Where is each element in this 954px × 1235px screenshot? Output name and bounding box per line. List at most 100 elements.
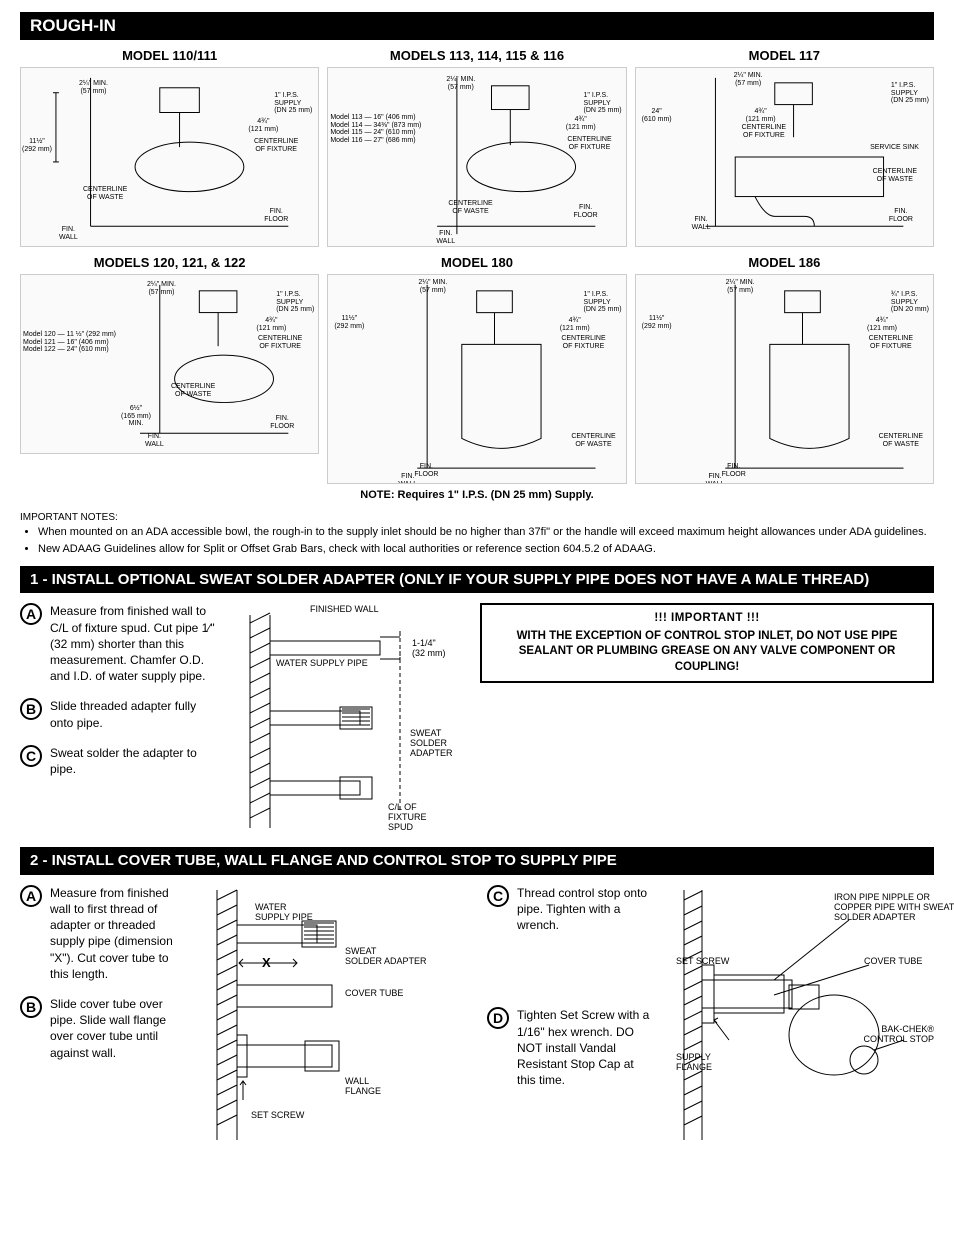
model-186-title: MODEL 186 [635, 255, 934, 270]
model-180-title: MODEL 180 [327, 255, 626, 270]
lbl-ff: FIN. FLOOR [264, 208, 288, 223]
lbl-ipn: IRON PIPE NIPPLE OR COPPER PIPE WITH SWE… [834, 893, 954, 923]
lbl-ssa: SWEAT SOLDER ADAPTER [410, 729, 453, 759]
lbl-finwall: FINISHED WALL [310, 605, 379, 615]
step-1a-text: Measure from finished wall to C/L of fix… [50, 603, 220, 684]
step-2-left-steps: A Measure from finished wall to first th… [20, 885, 187, 1075]
step-1-row: A Measure from finished wall to C/L of f… [20, 603, 934, 833]
lbl-ct: COVER TUBE [345, 989, 403, 999]
section-rough-in: ROUGH-IN [20, 12, 934, 40]
lbl-left: 24" (610 mm) [642, 108, 672, 123]
lbl-ssa2: SWEAT SOLDER ADAPTER [345, 947, 427, 967]
lbl-clfix: CENTERLINE OF FIXTURE [567, 136, 611, 151]
step-1-diagram: FINISHED WALL WATER SUPPLY PIPE 1-1/4" (… [240, 603, 460, 833]
step-2d: D Tighten Set Screw with a 1/16" hex wre… [487, 1007, 654, 1088]
step-2b: B Slide cover tube over pipe. Slide wall… [20, 996, 187, 1061]
lbl-min: 2¼" MIN. (57 mm) [734, 72, 763, 87]
lbl-ct2: COVER TUBE [864, 957, 922, 967]
lbl-clw: CENTERLINE OF WASTE [873, 168, 917, 183]
lbl-min: 2¼" MIN. (57 mm) [79, 80, 108, 95]
lbl-min: 2¼" MIN. (57 mm) [418, 279, 447, 294]
step-2a-text: Measure from finished wall to first thre… [50, 885, 187, 982]
lbl-list: Model 120 — 11 ½" (292 mm) Model 121 — 1… [23, 331, 116, 354]
model-110: MODEL 110/111 2¼" MIN. (57 mm) 1" I.P.S.… [20, 48, 319, 247]
model-186-diagram: 2¼" MIN. (57 mm) ¾" I.P.S. SUPPLY (DN 20… [635, 274, 934, 484]
lbl-wsp2: WATER SUPPLY PIPE [255, 903, 313, 923]
lbl-ff: FIN. FLOOR [574, 204, 598, 219]
lbl-clfix: CENTERLINE OF FIXTURE [869, 335, 913, 350]
section-step-1: 1 - INSTALL OPTIONAL SWEAT SOLDER ADAPTE… [20, 566, 934, 594]
lbl-dim1: 4¾" (121 mm) [248, 118, 278, 133]
lbl-clw: CENTERLINE OF WASTE [448, 200, 492, 215]
step-1-steps: A Measure from finished wall to C/L of f… [20, 603, 220, 791]
lbl-dim1: 4¾" (121 mm) [560, 317, 590, 332]
lbl-dim: 1-1/4" (32 mm) [412, 639, 446, 659]
step-letter-c2: C [487, 885, 509, 907]
model-110-title: MODEL 110/111 [20, 48, 319, 63]
model-117: MODEL 117 2¼" MIN. (57 mm) 1" I.P.S. SUP… [635, 48, 934, 247]
lbl-fw: FIN. WALL [436, 230, 455, 245]
model-180-diagram: 2¼" MIN. (57 mm) 1" I.P.S. SUPPLY (DN 25… [327, 274, 626, 484]
step-2a: A Measure from finished wall to first th… [20, 885, 187, 982]
lbl-supply: 1" I.P.S. SUPPLY (DN 25 mm) [891, 82, 929, 105]
step-2b-text: Slide cover tube over pipe. Slide wall f… [50, 996, 187, 1061]
lbl-ss2: SET SCREW [676, 957, 729, 967]
step-letter-c: C [20, 745, 42, 767]
lbl-dim1: 4¾" (121 mm) [256, 317, 286, 332]
step-letter-b: B [20, 698, 42, 720]
important-notes-head: IMPORTANT NOTES: [20, 512, 934, 523]
lbl-ff: FIN. FLOOR [414, 463, 438, 478]
step-letter-a2: A [20, 885, 42, 907]
model-117-diagram: 2¼" MIN. (57 mm) 1" I.P.S. SUPPLY (DN 25… [635, 67, 934, 247]
lbl-clspud: C/L OF FIXTURE SPUD [388, 803, 427, 833]
lbl-dim1: 4¾" (121 mm) [867, 317, 897, 332]
step-2-diagram-right: IRON PIPE NIPPLE OR COPPER PIPE WITH SWE… [674, 885, 934, 1145]
lbl-supply: 1" I.P.S. SUPPLY (DN 25 mm) [584, 92, 622, 115]
model-110-diagram: 2¼" MIN. (57 mm) 1" I.P.S. SUPPLY (DN 25… [20, 67, 319, 247]
lbl-left: 11½" (292 mm) [334, 315, 364, 330]
lbl-clw: CENTERLINE OF WASTE [171, 383, 215, 398]
step-letter-a: A [20, 603, 42, 625]
model-120: MODELS 120, 121, & 122 2¼" MIN. (57 mm) … [20, 255, 319, 502]
step-1a: A Measure from finished wall to C/L of f… [20, 603, 220, 684]
lbl-supply: ¾" I.P.S. SUPPLY (DN 20 mm) [891, 291, 929, 314]
step-1c-text: Sweat solder the adapter to pipe. [50, 745, 220, 777]
important-notes: IMPORTANT NOTES: When mounted on an ADA … [20, 512, 934, 556]
lbl-fw: FIN. WALL [145, 433, 164, 448]
lbl-ff: FIN. FLOOR [722, 463, 746, 478]
lbl-clfix: CENTERLINE OF FIXTURE [258, 335, 302, 350]
model-180-note: NOTE: Requires 1" I.P.S. (DN 25 mm) Supp… [327, 488, 626, 502]
lbl-bmin: 6½" (165 mm) MIN. [121, 405, 151, 428]
lbl-list: Model 113 — 16" (406 mm) Model 114 — 34⅜… [330, 114, 421, 145]
step-2-row: A Measure from finished wall to first th… [20, 885, 934, 1145]
lbl-fw: FIN. WALL [59, 226, 78, 241]
lbl-supply: 1" I.P.S. SUPPLY (DN 25 mm) [276, 291, 314, 314]
model-113-title: MODELS 113, 114, 115 & 116 [327, 48, 626, 63]
section-step-2: 2 - INSTALL COVER TUBE, WALL FLANGE AND … [20, 847, 934, 875]
step-letter-b2: B [20, 996, 42, 1018]
step-2-right-steps: C Thread control stop onto pipe. Tighten… [487, 885, 654, 1103]
lbl-ff: FIN. FLOOR [889, 208, 913, 223]
lbl-ff: FIN. FLOOR [270, 415, 294, 430]
lbl-clw: CENTERLINE OF WASTE [571, 433, 615, 448]
lbl-dim1: 4¾" (121 mm) [746, 108, 776, 123]
step-1b-text: Slide threaded adapter fully onto pipe. [50, 698, 220, 730]
model-120-title: MODELS 120, 121, & 122 [20, 255, 319, 270]
model-120-diagram: 2¼" MIN. (57 mm) 1" I.P.S. SUPPLY (DN 25… [20, 274, 319, 454]
step-2-diagram-left: WATER SUPPLY PIPE X SWEAT SOLDER ADAPTER… [207, 885, 467, 1145]
lbl-fw: FIN. WALL [398, 473, 417, 484]
lbl-sf: SUPPLY FLANGE [676, 1053, 712, 1073]
lbl-clw: CENTERLINE OF WASTE [879, 433, 923, 448]
step-1b: B Slide threaded adapter fully onto pipe… [20, 698, 220, 730]
lbl-wf: WALL FLANGE [345, 1077, 381, 1097]
step-letter-d: D [487, 1007, 509, 1029]
step-1c: C Sweat solder the adapter to pipe. [20, 745, 220, 777]
lbl-min: 2¼" MIN. (57 mm) [446, 76, 475, 91]
lbl-fw: FIN. WALL [706, 473, 725, 484]
lbl-clfix: CENTERLINE OF FIXTURE [254, 138, 298, 153]
lbl-x: X [262, 956, 271, 970]
lbl-left: 11½" (292 mm) [22, 138, 52, 153]
lbl-min: 2¼" MIN. (57 mm) [726, 279, 755, 294]
step-1-important-col: !!! IMPORTANT !!! WITH THE EXCEPTION OF … [480, 603, 934, 693]
lbl-supply: 1" I.P.S. SUPPLY (DN 25 mm) [584, 291, 622, 314]
